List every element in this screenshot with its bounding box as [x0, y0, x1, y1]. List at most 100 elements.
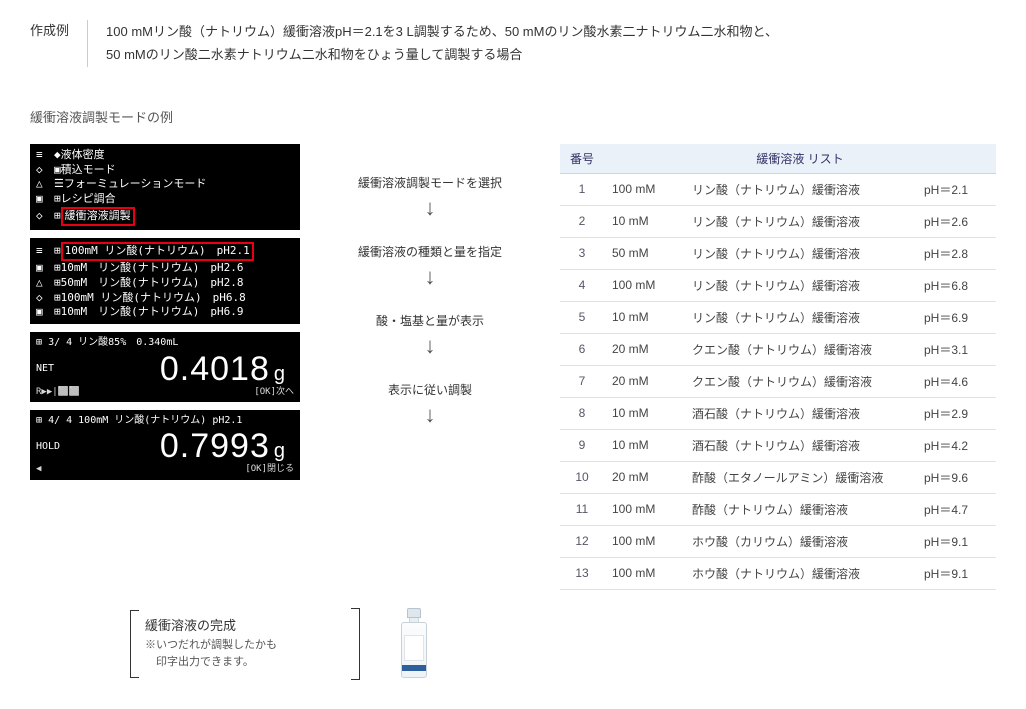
box-icon: ▣: [54, 163, 61, 178]
weight-value-1: 0.4018: [160, 350, 270, 388]
cell-ph: pH＝6.8: [916, 269, 996, 301]
step-4-label: 表示に従い調製: [388, 381, 472, 398]
lcd2-row1-highlight[interactable]: 100mM リン酸(ナトリウム) pH2.1: [61, 242, 254, 261]
arrow-down-icon: ↓: [425, 404, 436, 426]
table-row: 910 mM酒石酸（ナトリウム）緩衝溶液pH＝4.2: [560, 429, 996, 461]
cell-name: クエン酸（ナトリウム）緩衝溶液: [684, 365, 916, 397]
arrow-down-icon: ↓: [425, 266, 436, 288]
cell-name: リン酸（ナトリウム）緩衝溶液: [684, 173, 916, 205]
diamond-icon: ◇: [36, 209, 54, 224]
square-icon: ⊞: [36, 337, 42, 348]
cell-conc: 50 mM: [604, 237, 684, 269]
lcd-column: ≡◆ 液体密度 ◇▣ 積込モード △☰ フォーミュレーションモード ▣⊞ レシピ…: [30, 144, 300, 590]
weight-value-2: 0.7993: [160, 427, 270, 465]
bottle-icon: [400, 608, 428, 680]
cell-no: 2: [560, 205, 604, 237]
triangle-icon: △: [36, 276, 54, 291]
weight-unit-1: g: [274, 363, 286, 385]
cell-ph: pH＝3.1: [916, 333, 996, 365]
completion-row: 緩衝溶液の完成 ※いつだれが調製したかも 印字出力できます。: [30, 608, 996, 680]
lcd2-row2: 10mM リン酸(ナトリウム) pH2.6: [61, 261, 244, 276]
box-icon: ▣: [36, 192, 54, 207]
arrow-down-icon: ↓: [425, 335, 436, 357]
square-icon: ⊞: [54, 244, 61, 259]
cell-name: リン酸（ナトリウム）緩衝溶液: [684, 269, 916, 301]
cell-name: リン酸（ナトリウム）緩衝溶液: [684, 205, 916, 237]
arrow-down-icon: ↓: [425, 197, 436, 219]
cell-conc: 100 mM: [604, 525, 684, 557]
lcd1-row5-highlight[interactable]: 緩衝溶液調製: [61, 207, 135, 226]
hold-label: HOLD: [36, 440, 60, 464]
square-icon: ⊞: [54, 291, 61, 306]
example-text-line2: 50 mMのリン酸二水素ナトリウム二水和物をひょう量して調製する場合: [106, 47, 522, 62]
cell-ph: pH＝4.6: [916, 365, 996, 397]
cell-no: 13: [560, 557, 604, 589]
table-row: 620 mMクエン酸（ナトリウム）緩衝溶液pH＝3.1: [560, 333, 996, 365]
table-row: 1100 mMリン酸（ナトリウム）緩衝溶液pH＝2.1: [560, 173, 996, 205]
cell-name: 酒石酸（ナトリウム）緩衝溶液: [684, 429, 916, 461]
step-2-label: 緩衝溶液の種類と量を指定: [358, 243, 502, 260]
table-row: 810 mM酒石酸（ナトリウム）緩衝溶液pH＝2.9: [560, 397, 996, 429]
lcd1-row4: レシピ調合: [61, 192, 116, 207]
lcd-screen-menu: ≡◆ 液体密度 ◇▣ 積込モード △☰ フォーミュレーションモード ▣⊞ レシピ…: [30, 144, 300, 230]
cell-no: 1: [560, 173, 604, 205]
example-header: 作成例 100 mMリン酸（ナトリウム）緩衝溶液pH＝2.1を3 L調製するため…: [30, 20, 996, 67]
lcd2-row4: 100mM リン酸(ナトリウム) pH6.8: [61, 291, 246, 306]
cell-no: 11: [560, 493, 604, 525]
cell-ph: pH＝2.1: [916, 173, 996, 205]
cell-name: ホウ酸（カリウム）緩衝溶液: [684, 525, 916, 557]
lcd3-footer-right[interactable]: [OK]次へ: [254, 386, 294, 398]
table-row: 11100 mM酢酸（ナトリウム）緩衝溶液pH＝4.7: [560, 493, 996, 525]
header-divider: [87, 20, 88, 67]
example-label: 作成例: [30, 20, 87, 39]
col-no: 番号: [560, 144, 604, 174]
lcd4-top: 4/ 4 100mM リン酸(ナトリウム) pH2.1: [48, 415, 242, 426]
lcd4-footer-right[interactable]: [OK]閉じる: [245, 463, 294, 475]
example-text-line1: 100 mMリン酸（ナトリウム）緩衝溶液pH＝2.1を3 L調製するため、50 …: [106, 24, 778, 39]
completion-title: 緩衝溶液の完成: [145, 616, 320, 637]
cell-conc: 100 mM: [604, 557, 684, 589]
box-icon: ▣: [36, 261, 54, 276]
triangle-icon: △: [36, 177, 54, 192]
lcd-screen-weight-2: ⊞ 4/ 4 100mM リン酸(ナトリウム) pH2.1 HOLD 0.799…: [30, 410, 300, 480]
weight-unit-2: g: [274, 440, 286, 462]
cell-ph: pH＝2.6: [916, 205, 996, 237]
diamond-icon: ◇: [36, 291, 54, 306]
steps-column: 緩衝溶液調製モードを選択 ↓ 緩衝溶液の種類と量を指定 ↓ 酸・塩基と量が表示 …: [330, 144, 530, 590]
lcd4-footer-left: ◀: [36, 463, 41, 475]
net-label: NET: [36, 362, 54, 386]
table-row: 210 mMリン酸（ナトリウム）緩衝溶液pH＝2.6: [560, 205, 996, 237]
cell-conc: 10 mM: [604, 397, 684, 429]
completion-bracket-right: [350, 608, 360, 680]
cell-no: 8: [560, 397, 604, 429]
lcd3-footer-left: R▶▶|⬜⬜: [36, 386, 80, 398]
cell-conc: 20 mM: [604, 333, 684, 365]
menu-icon: ≡: [36, 244, 54, 259]
step-1-label: 緩衝溶液調製モードを選択: [358, 174, 502, 191]
square-icon: ⊞: [36, 415, 42, 426]
table-row: 510 mMリン酸（ナトリウム）緩衝溶液pH＝6.9: [560, 301, 996, 333]
cell-ph: pH＝9.1: [916, 525, 996, 557]
table-row: 1020 mM酢酸（エタノールアミン）緩衝溶液pH＝9.6: [560, 461, 996, 493]
step-3-label: 酸・塩基と量が表示: [376, 312, 484, 329]
diamond-icon: ◇: [36, 163, 54, 178]
cell-conc: 10 mM: [604, 205, 684, 237]
cell-ph: pH＝2.9: [916, 397, 996, 429]
example-text: 100 mMリン酸（ナトリウム）緩衝溶液pH＝2.1を3 L調製するため、50 …: [106, 20, 778, 67]
square-icon: ⊞: [54, 305, 61, 320]
square-icon: ⊞: [54, 276, 61, 291]
cell-conc: 100 mM: [604, 269, 684, 301]
list-icon: ☰: [54, 177, 64, 192]
completion-note1: ※いつだれが調製したかも: [145, 637, 320, 655]
lcd1-row2: 積込モード: [61, 163, 116, 178]
box-icon: ▣: [36, 305, 54, 320]
lcd-screen-weight-1: ⊞ 3/ 4 リン酸85% 0.340mL NET 0.4018g R▶▶|⬜⬜…: [30, 332, 300, 402]
cell-conc: 20 mM: [604, 365, 684, 397]
cell-no: 9: [560, 429, 604, 461]
lcd-screen-list: ≡⊞ 100mM リン酸(ナトリウム) pH2.1 ▣⊞ 10mM リン酸(ナト…: [30, 238, 300, 324]
cell-name: 酒石酸（ナトリウム）緩衝溶液: [684, 397, 916, 429]
cell-no: 3: [560, 237, 604, 269]
table-row: 12100 mMホウ酸（カリウム）緩衝溶液pH＝9.1: [560, 525, 996, 557]
cell-conc: 10 mM: [604, 301, 684, 333]
lcd1-row1: 液体密度: [61, 148, 105, 163]
